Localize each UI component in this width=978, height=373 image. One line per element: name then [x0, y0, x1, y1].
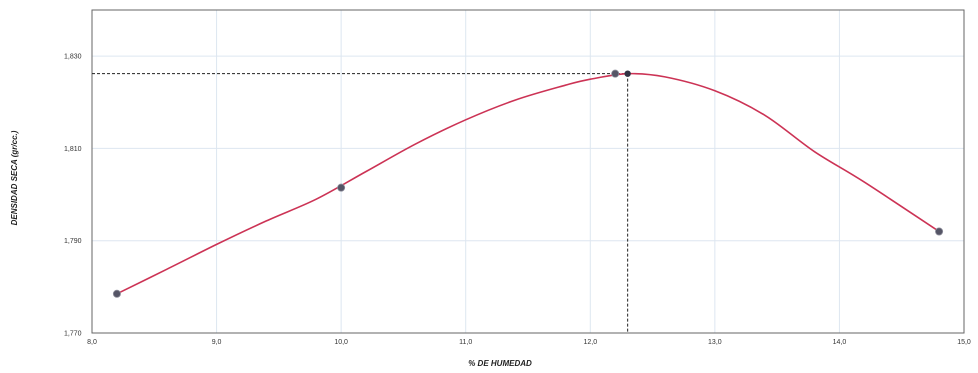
y-tick-label: 1,810: [64, 146, 82, 153]
x-tick-label: 14,0: [833, 339, 847, 346]
point-layer: [112, 69, 944, 298]
data-point: [611, 69, 620, 78]
plot-frame: [91, 9, 965, 334]
x-tick-label: 12,0: [583, 339, 597, 346]
grid-layer: [92, 10, 964, 333]
x-tick-label: 13,0: [708, 339, 722, 346]
y-tick-labels: 1,770 1,790 1,810 1,830: [64, 54, 82, 338]
x-tick-label: 15,0: [957, 339, 971, 346]
x-tick-label: 11,0: [459, 339, 472, 346]
optimum-point: [624, 70, 631, 77]
fitted-curve: [116, 72, 940, 295]
x-axis-title: % DE HUMEDAD: [468, 359, 532, 368]
y-axis-title: DENSIDAD SECA (gr/cc.): [10, 130, 19, 225]
x-tick-labels: 8,0 9,0 10,0 11,0 12,0 13,0 14,0 15,0: [87, 339, 971, 346]
x-tick-label: 8,0: [87, 339, 97, 346]
data-point: [935, 227, 944, 236]
y-tick-label: 1,830: [64, 54, 82, 61]
optimum-guides: [92, 73, 629, 333]
x-tick-label: 9,0: [212, 339, 222, 346]
y-tick-label: 1,770: [64, 331, 82, 338]
curve-layer: [116, 72, 940, 295]
y-tick-label: 1,790: [64, 238, 82, 245]
x-tick-label: 10,0: [334, 339, 348, 346]
data-point: [337, 183, 346, 192]
data-point: [112, 289, 121, 298]
